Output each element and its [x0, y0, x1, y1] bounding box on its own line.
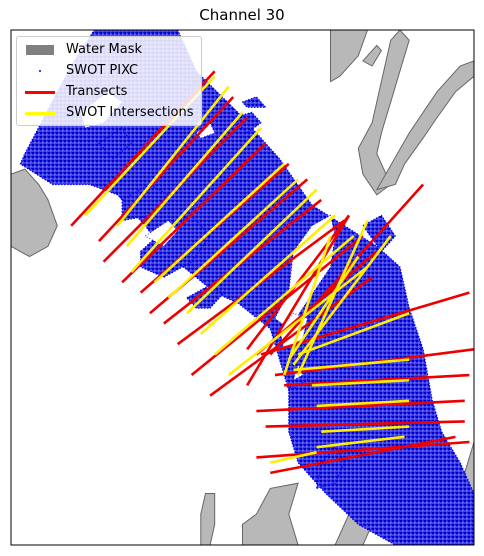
legend-water-mask-label: Water Mask	[66, 42, 143, 57]
plot-frame	[10, 29, 475, 546]
legend-item-water-mask: Water Mask	[17, 39, 201, 60]
swot-intersection-line-5	[167, 178, 299, 299]
transect-line-3	[121, 142, 267, 284]
transect-line-19	[256, 440, 470, 459]
swot-intersection-line-19	[316, 435, 405, 449]
swot-intersection-line-7	[199, 214, 336, 335]
swot-intersection-line-10	[282, 235, 332, 376]
chart-title: Channel 30	[199, 6, 285, 24]
legend-item-swot-pixc: SWOT PIXC	[17, 60, 201, 81]
legend-water-mask-swatch	[24, 43, 56, 57]
swot-pixc-region-5	[241, 96, 267, 108]
transect-line-13	[246, 214, 351, 387]
legend-item-swot-intersections: SWOT Intersections	[17, 102, 201, 123]
transect-line-8	[190, 234, 364, 377]
swot-intersection-line-17	[316, 399, 410, 408]
legend-item-transects: Transects	[17, 81, 201, 102]
legend-transects-swatch	[24, 85, 56, 99]
swot-intersection-line-12	[292, 235, 392, 366]
swot-intersection-line-9	[227, 265, 369, 377]
swot-intersection-line-2	[125, 111, 244, 248]
legend-swot-pixc-swatch	[24, 64, 56, 78]
water-mask-polygon-3	[357, 30, 410, 196]
water-mask-polygon-5	[200, 493, 216, 545]
swot-pixc-region-10	[98, 127, 132, 160]
transect-line-16	[284, 373, 470, 387]
swot-intersection-line-1	[116, 85, 230, 227]
transect-line-1	[98, 96, 235, 243]
water-mask-polygon-6	[242, 482, 299, 545]
transect-line-18	[265, 420, 465, 428]
legend-swot-intersections-label: SWOT Intersections	[66, 105, 194, 120]
legend-swot-pixc-label: SWOT PIXC	[66, 63, 139, 78]
swot-intersection-line-8	[213, 235, 355, 356]
transect-line-17	[256, 399, 465, 413]
swot-intersection-line-4	[153, 162, 286, 284]
swot-pixc-region-4	[232, 111, 262, 134]
transect-line-20	[270, 435, 456, 475]
swot-intersection-line-3	[130, 126, 262, 273]
water-mask-polygon-4	[375, 60, 474, 191]
swot-intersection-line-20	[269, 451, 317, 464]
swot-pixc-region-7	[316, 446, 345, 489]
legend-swot-intersections-swatch	[24, 106, 56, 120]
swot-intersection-line-15	[293, 358, 410, 372]
swot-intersection-line-6	[186, 188, 318, 315]
water-mask-polygon-0	[11, 168, 58, 258]
legend-transects-label: Transects	[66, 84, 128, 99]
water-mask-polygon-1	[330, 30, 369, 83]
swot-intersection-line-14	[297, 312, 410, 356]
water-mask-polygon-2	[362, 44, 383, 67]
swot-pixc-region-1	[140, 214, 211, 278]
pixc-gap-5	[195, 122, 216, 139]
swot-intersection-line-16	[311, 378, 410, 387]
swot-intersection-line-13	[287, 255, 360, 361]
swot-intersection-line-18	[321, 425, 410, 433]
legend: Water Mask SWOT PIXC Transects SWOT Inte…	[16, 36, 202, 126]
